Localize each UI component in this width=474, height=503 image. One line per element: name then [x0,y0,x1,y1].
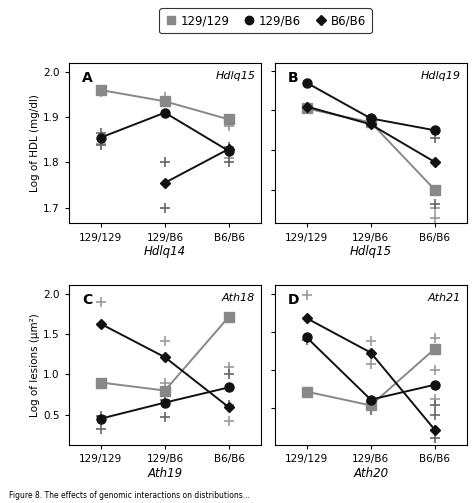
X-axis label: Hdlq15: Hdlq15 [350,245,392,259]
Y-axis label: Log of HDL (mg/dl): Log of HDL (mg/dl) [30,94,40,192]
Text: C: C [82,293,92,306]
Text: B: B [288,71,299,85]
X-axis label: Ath19: Ath19 [147,467,182,480]
Text: Hdlq19: Hdlq19 [421,71,461,81]
Legend: 129/129, 129/B6, B6/B6: 129/129, 129/B6, B6/B6 [159,9,372,33]
Text: Ath21: Ath21 [428,293,461,303]
Text: A: A [82,71,93,85]
X-axis label: Ath20: Ath20 [353,467,388,480]
Text: D: D [288,293,300,306]
Y-axis label: Log of lesions (μm²): Log of lesions (μm²) [30,313,40,416]
Text: Ath18: Ath18 [222,293,255,303]
Text: Hdlq15: Hdlq15 [215,71,255,81]
Text: Figure 8. The effects of genomic interactions on distributions...: Figure 8. The effects of genomic interac… [9,491,250,500]
X-axis label: Hdlq14: Hdlq14 [144,245,186,259]
